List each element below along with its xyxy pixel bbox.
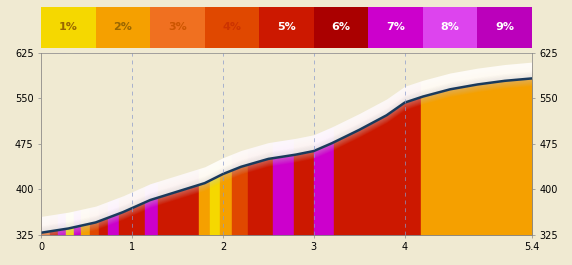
Bar [205,7,259,48]
Text: 3%: 3% [168,22,187,32]
Text: 2%: 2% [114,22,132,32]
Bar [368,7,423,48]
Bar [314,7,368,48]
Text: 8%: 8% [441,22,459,32]
Text: 7%: 7% [386,22,405,32]
Bar [423,7,478,48]
Bar [96,7,150,48]
Text: 5%: 5% [277,22,296,32]
Bar [259,7,314,48]
Bar [150,7,205,48]
Text: 4%: 4% [223,22,241,32]
Text: 1%: 1% [59,22,78,32]
Bar [41,7,96,48]
Text: 9%: 9% [495,22,514,32]
Bar [478,7,532,48]
Text: 6%: 6% [332,22,351,32]
